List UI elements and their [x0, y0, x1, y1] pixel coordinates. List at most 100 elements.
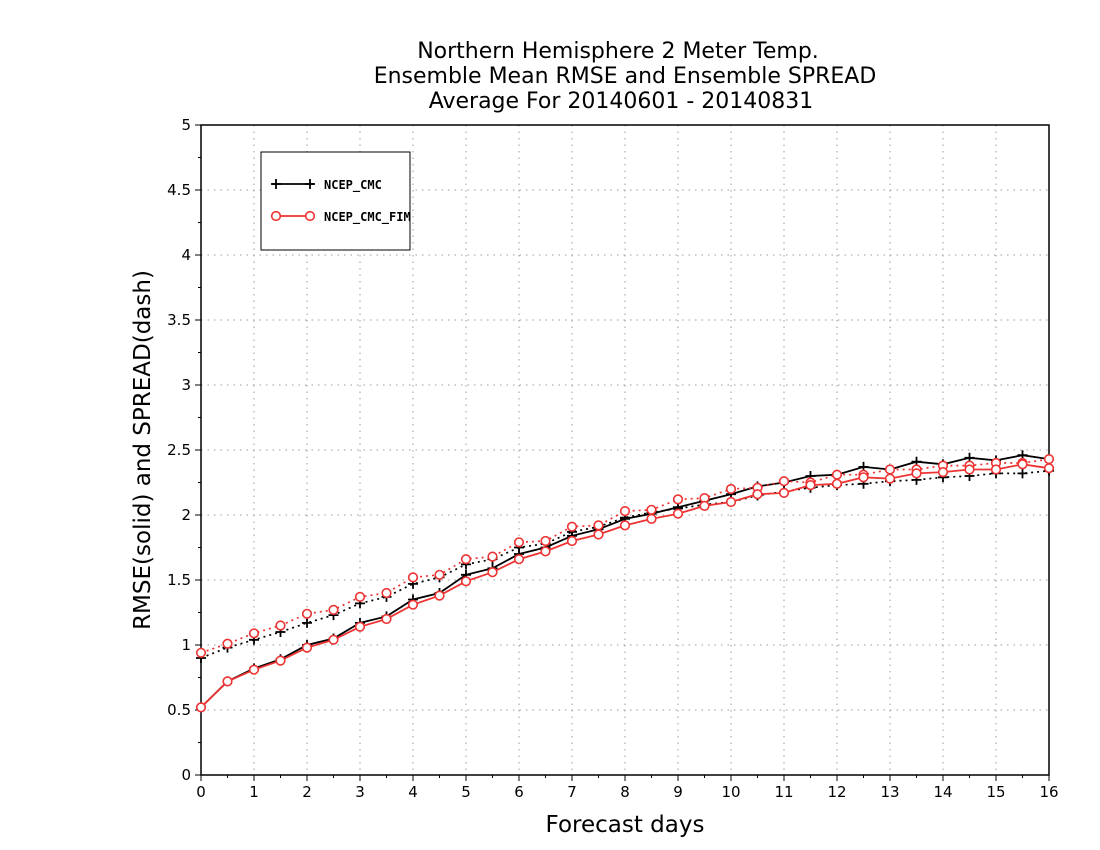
spread-point: [593, 520, 604, 531]
legend: NCEP_CMC NCEP_CMC_FIM: [260, 151, 411, 251]
spread-point: [301, 608, 313, 619]
spread-point: [222, 638, 233, 649]
x-tick-label: 2: [302, 783, 312, 801]
rmse-point: [858, 472, 869, 483]
spread-point: [275, 620, 286, 631]
x-tick-label: 16: [1039, 783, 1058, 801]
rmse-point: [831, 478, 843, 489]
spread-point: [540, 535, 551, 547]
spread-point: [1043, 454, 1055, 465]
rmse-point: [275, 655, 286, 666]
rmse-point: [725, 496, 737, 508]
spread-point: [460, 554, 472, 565]
x-tick-label: 6: [514, 783, 524, 801]
x-tick-label: 11: [774, 783, 793, 801]
rmse-point: [487, 567, 498, 578]
spread-point: [248, 628, 260, 639]
rmse-point: [407, 599, 419, 610]
legend-box: [260, 151, 411, 251]
y-tick-label: 2: [181, 506, 191, 524]
x-tick-label: 7: [567, 783, 577, 801]
spread-point: [884, 464, 896, 475]
y-tick-label: 4: [181, 246, 191, 264]
rmse-point: [672, 508, 684, 519]
y-tick-label: 3: [181, 376, 191, 394]
spread-line-ncep-cmc-fim: [200, 458, 1050, 654]
chart-title-line-1: Northern Hemisphere 2 Meter Temp.: [417, 39, 819, 64]
spread-point: [725, 483, 737, 495]
rmse-point: [301, 642, 313, 653]
legend-marker: [305, 179, 315, 189]
x-tick-label: 9: [673, 783, 683, 801]
x-axis-title: Forecast days: [546, 812, 705, 838]
spread-point: [302, 617, 312, 628]
spread-point: [328, 604, 339, 616]
rmse-point: [328, 634, 339, 645]
rmse-point: [619, 520, 631, 531]
y-tick-label: 4.5: [167, 181, 191, 199]
rmse-point: [248, 664, 260, 675]
rmse-line-ncep-cmc-fim: [200, 463, 1050, 709]
rmse-point: [752, 489, 763, 500]
series: [195, 450, 1055, 713]
rmse-point: [937, 467, 949, 478]
y-tick-label: 5: [181, 116, 191, 134]
legend-marker: [271, 179, 281, 189]
spread-line-ncep-cmc: [200, 469, 1050, 659]
spread-point: [831, 469, 843, 480]
legend-marker: [270, 210, 282, 222]
spread-point: [646, 504, 657, 515]
x-tick-label: 4: [408, 783, 418, 801]
legend-label: NCEP_CMC: [324, 178, 382, 193]
x-tick-label: 10: [721, 783, 740, 801]
rmse-point: [513, 554, 525, 565]
rmse-point: [460, 576, 472, 587]
spread-point: [513, 537, 525, 548]
rmse-point: [805, 480, 816, 491]
rmse-point: [540, 546, 551, 557]
y-tick-label: 3.5: [167, 311, 191, 329]
rmse-point: [699, 500, 710, 512]
y-tick-label: 0: [181, 766, 191, 784]
legend-item-ncep-cmc: NCEP_CMC: [271, 178, 382, 193]
y-axis-title: RMSE(solid) and SPREAD(dash): [130, 270, 156, 630]
x-tick-label: 13: [880, 783, 899, 801]
spread-point: [381, 587, 392, 599]
legend-marker: [304, 210, 316, 222]
rmse-point: [990, 464, 1002, 475]
rmse-point: [593, 529, 604, 540]
spread-point: [566, 521, 578, 532]
legend-item-ncep-cmc-fim: NCEP_CMC_FIM: [270, 210, 411, 225]
y-tick-label: 1: [181, 636, 191, 654]
rmse-point: [381, 613, 392, 625]
rmse-point: [1043, 463, 1055, 474]
rmse-point: [566, 535, 578, 547]
y-tick-label: 1.5: [167, 571, 191, 589]
x-tick-label: 1: [249, 783, 259, 801]
y-tick-label: 2.5: [167, 441, 191, 459]
x-tick-label: 0: [196, 783, 206, 801]
spread-point: [672, 494, 684, 505]
spread-point: [1017, 468, 1028, 479]
x-tick-label: 8: [620, 783, 630, 801]
rmse-point: [434, 590, 445, 601]
axis-ticks: 0 1 2 3 4 5 6 7 8 9 10 11 12 13 14 15 1600.511.522.533.5…: [167, 116, 1058, 801]
x-tick-label: 14: [933, 783, 952, 801]
x-tick-label: 15: [986, 783, 1005, 801]
spread-point: [778, 476, 790, 487]
rmse-point: [911, 468, 922, 479]
rmse-point: [884, 473, 896, 484]
spread-point: [407, 572, 419, 583]
rmse-point: [222, 676, 233, 687]
spread-point: [434, 569, 445, 580]
rmse-point: [195, 702, 207, 713]
series-ncep-cmc-fim: [195, 454, 1055, 713]
rmse-point: [354, 621, 366, 632]
rmse-point: [1017, 459, 1028, 470]
chart-title-line-2: Ensemble Mean RMSE and Ensemble SPREAD: [374, 64, 877, 89]
spread-point: [354, 591, 366, 603]
spread-point: [195, 647, 207, 658]
x-tick-label: 5: [461, 783, 471, 801]
x-tick-label: 12: [827, 783, 846, 801]
